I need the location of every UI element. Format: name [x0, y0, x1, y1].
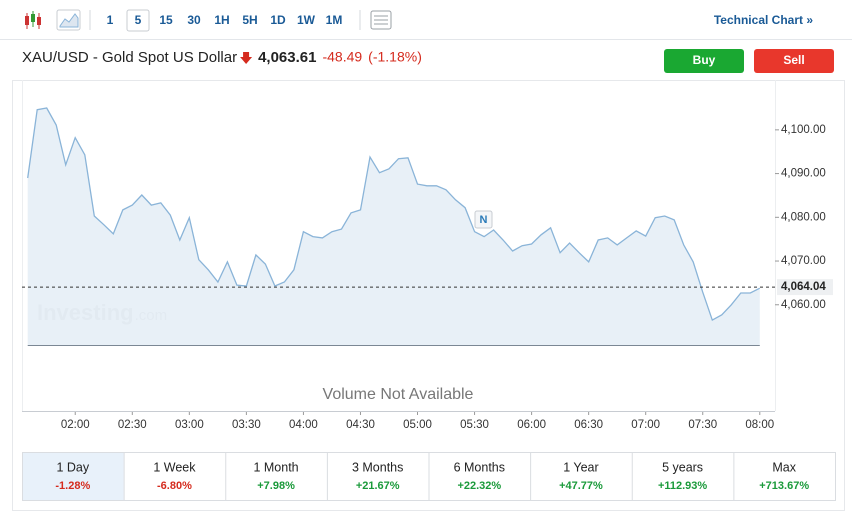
period-label[interactable]: 1 Year [563, 460, 598, 474]
period-label[interactable]: 6 Months [454, 460, 505, 474]
x-tick-label: 04:30 [346, 419, 375, 431]
interval-option[interactable]: 1M [326, 13, 343, 27]
x-tick-label: 06:00 [517, 419, 546, 431]
instrument-title: XAU/USD - Gold Spot US Dollar [22, 49, 237, 66]
price-line [27, 107, 761, 322]
interval-option[interactable]: 1W [297, 13, 316, 27]
x-tick-label: 02:00 [61, 419, 90, 431]
period-label[interactable]: 1 Day [56, 460, 89, 474]
x-tick-label: 04:00 [289, 419, 318, 431]
period-change: +7.98% [257, 480, 295, 492]
period-change: +47.77% [559, 480, 603, 492]
buy-button[interactable] [664, 49, 744, 73]
price-change-percent: (-1.18%) [368, 49, 422, 65]
price-change: -48.49 [322, 49, 362, 65]
area-fill [27, 108, 760, 345]
period-label[interactable]: 1 Week [153, 460, 196, 474]
period-change: +21.67% [356, 480, 400, 492]
y-tick-label: 4,080.00 [781, 211, 826, 223]
period-selected [23, 453, 124, 500]
x-tick-label: 05:30 [460, 419, 489, 431]
period-table: 1 Day -1.28% 1 Week -6.80% 1 Month +7.98% 3 Mo… [22, 452, 836, 501]
settings-icon[interactable] [370, 10, 392, 30]
x-tick-label: 02:30 [118, 419, 147, 431]
interval-option[interactable]: 1H [214, 13, 229, 27]
period-change: +112.93% [658, 480, 707, 492]
x-tick-label: 05:00 [403, 419, 432, 431]
news-marker-label[interactable]: N [480, 214, 488, 226]
interval-option[interactable]: 5H [242, 13, 257, 27]
y-tick-label: 4,060.00 [781, 299, 826, 311]
period-change: -6.80% [157, 480, 192, 492]
interval-group: 1 5 15 30 1H 5H 1D 1W 1M [107, 9, 343, 32]
interval-option[interactable]: 30 [187, 13, 201, 27]
x-tick-label: 07:00 [631, 419, 660, 431]
y-tick-label: 4,100.00 [781, 124, 826, 136]
chart-frame [12, 80, 845, 511]
period-label[interactable]: 1 Month [253, 460, 298, 474]
interval-option[interactable]: 1D [270, 13, 286, 27]
buy-label[interactable]: Buy [693, 53, 716, 67]
area-icon[interactable] [56, 9, 81, 31]
period-change: -1.28% [55, 480, 90, 492]
interval-option[interactable]: 15 [159, 13, 173, 27]
period-label[interactable]: 3 Months [352, 460, 403, 474]
interval-option[interactable]: 1 [107, 13, 114, 27]
candle-icon[interactable] [25, 11, 41, 29]
technical-chart-link[interactable]: Technical Chart » [714, 13, 813, 27]
current-price-tag [777, 279, 833, 296]
period-change: +22.32% [457, 480, 501, 492]
price: 4,063.61 [258, 49, 316, 66]
x-tick-label: 07:30 [688, 419, 717, 431]
y-tick-label: 4,070.00 [781, 255, 826, 267]
period-label[interactable]: Max [772, 460, 796, 474]
interval-selected [126, 9, 150, 32]
interval-option[interactable]: 5 [135, 13, 142, 27]
period-change: +713.67% [759, 480, 809, 492]
x-tick-label: 08:00 [745, 419, 774, 431]
x-tick-label: 06:30 [574, 419, 603, 431]
sell-button[interactable] [754, 49, 834, 73]
period-label[interactable]: 5 years [662, 460, 703, 474]
x-tick-label: 03:00 [175, 419, 204, 431]
current-price-label: 4,064.04 [781, 281, 826, 293]
volume-note: Volume Not Available [323, 386, 474, 403]
down-arrow [240, 52, 253, 64]
y-tick-label: 4,090.00 [781, 168, 826, 180]
x-tick-label: 03:30 [232, 419, 261, 431]
sell-label[interactable]: Sell [783, 53, 804, 67]
plot: 4,060.00 4,070.00 4,080.00 4,090.00 4,100.00… [22, 80, 833, 431]
news-marker[interactable] [474, 210, 493, 229]
